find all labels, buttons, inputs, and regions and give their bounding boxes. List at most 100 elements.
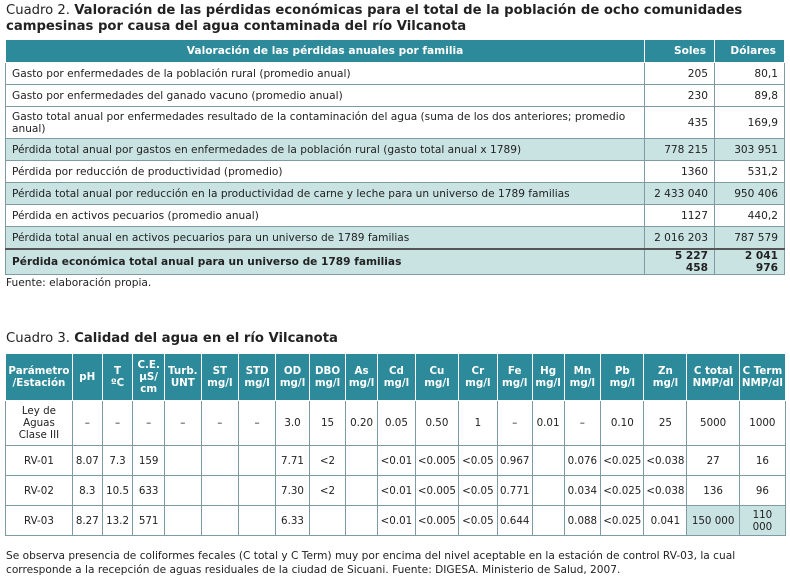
- column-header-line: mg/l: [465, 377, 491, 389]
- column-header-line: UNT: [170, 377, 195, 389]
- table-cell: [531, 505, 565, 536]
- column-header: Zn mg/l: [643, 353, 688, 401]
- column-header: STD mg/l: [237, 353, 277, 401]
- table-cell: <0.01: [377, 505, 416, 536]
- column-header: C total NMP/dl: [686, 353, 740, 401]
- table-cell: <2: [308, 475, 347, 506]
- table-cell: –: [132, 400, 165, 446]
- column-header-line: mg/l: [279, 377, 306, 389]
- table-cell: [308, 505, 347, 536]
- table-cell: [237, 475, 277, 506]
- table-cell: 633: [132, 475, 165, 506]
- table-row: RV-03 8.27 13.2 571 6.33 <0.01 <0.005 <0.05 0.64…: [5, 505, 787, 536]
- row-soles: 1360: [644, 160, 715, 183]
- row-description: Pérdida total anual en activos pecuarios…: [4, 226, 646, 250]
- table-cell: 5000: [686, 400, 740, 446]
- column-header-line: mg/l: [535, 377, 561, 389]
- column-header-line: Zn: [658, 365, 673, 377]
- table1-header-row: Valoración de las pérdidas anuales por f…: [4, 39, 785, 63]
- table-cell: 8.3: [71, 475, 103, 506]
- column-header: Hg mg/l: [531, 353, 565, 401]
- column-header-line: ST: [212, 365, 228, 377]
- row-description: Gasto total anual por enfermedades resul…: [4, 106, 646, 139]
- column-header: ST mg/l: [200, 353, 239, 401]
- table-cell: 10.5: [101, 475, 134, 506]
- table-cell: 571: [132, 505, 165, 536]
- table-cell: –: [200, 400, 239, 446]
- table-cell: 0.771: [496, 475, 533, 506]
- table-cell: [163, 445, 202, 476]
- column-header-line: Cd: [388, 365, 404, 377]
- table-cell: 0.644: [496, 505, 533, 536]
- table-cell: 110 000: [738, 505, 787, 536]
- table-cell: 150 000: [686, 505, 740, 536]
- table-cell: –: [563, 400, 602, 446]
- table-cell: 15: [308, 400, 347, 446]
- column-header: C Term NMP/dl: [738, 353, 787, 401]
- row-description: Pérdida total anual por reducción en la …: [4, 182, 646, 205]
- table-cell: –: [496, 400, 533, 446]
- table-cell: 136: [686, 475, 740, 506]
- table-cell: 96: [738, 475, 787, 506]
- column-header-line: mg/l: [348, 377, 375, 389]
- table-cell: 3.0: [275, 400, 310, 446]
- row-soles: 435: [644, 106, 715, 139]
- table-cell: –: [71, 400, 103, 446]
- row-soles: 230: [644, 84, 715, 107]
- column-header: Turb. UNT: [163, 353, 202, 401]
- table-cell: [345, 505, 379, 536]
- row-dolares: 2 041 976: [714, 248, 785, 275]
- table-row: Gasto por enfermedades del ganado vacuno…: [4, 84, 785, 107]
- table-cell: 1000: [738, 400, 787, 446]
- column-header-line: pH: [79, 371, 96, 383]
- column-header-line: mg/l: [244, 377, 270, 389]
- table-cell: [163, 475, 202, 506]
- column-header-line: cm: [140, 383, 158, 395]
- table-cell: 7.71: [275, 445, 310, 476]
- column-header: C.E. µS/cm: [132, 353, 165, 401]
- column-header-line: Turb.: [168, 365, 198, 377]
- column-header-line: Hg: [540, 365, 557, 377]
- row-description: Pérdida en activos pecuarios (promedio a…: [4, 204, 646, 227]
- table-row: Ley de Aguas Clase III – – – – – –3.0 15 0.20 0.0…: [5, 400, 787, 446]
- station-label: RV-01: [5, 445, 73, 476]
- table-cell: 0.20: [345, 400, 379, 446]
- table-row: RV-02 8.3 10.5 633 7.30 <2 <0.01 <0.005 <0.05 0.7…: [5, 475, 787, 506]
- header-dolares: Dólares: [714, 39, 785, 63]
- table-cell: –: [101, 400, 134, 446]
- table-row: RV-01 8.07 7.3 159 7.71 <2 <0.01 <0.005 <0.05 0.9…: [5, 445, 787, 476]
- row-dolares: 787 579: [714, 226, 785, 250]
- table-cell: 0.076: [563, 445, 602, 476]
- column-header: Pb mg/l: [600, 353, 645, 401]
- row-soles: 1127: [644, 204, 715, 227]
- table-cell: –: [163, 400, 202, 446]
- column-header: pH: [71, 353, 103, 401]
- table-cell: [531, 475, 565, 506]
- table-cell: 13.2: [101, 505, 134, 536]
- table-cell: <0.025: [600, 475, 645, 506]
- table-cell: <0.05: [457, 505, 498, 536]
- table-cell: 16: [738, 445, 787, 476]
- table-cell: [345, 475, 379, 506]
- table-cell: [237, 505, 277, 536]
- column-header-line: Cr: [471, 365, 485, 377]
- table-cell: 27: [686, 445, 740, 476]
- table-row: Gasto por enfermedades de la población r…: [4, 62, 785, 85]
- column-header-line: As: [354, 365, 369, 377]
- table-cell: <0.01: [377, 475, 416, 506]
- column-header-line: mg/l: [609, 377, 635, 389]
- table-cell: 6.33: [275, 505, 310, 536]
- column-header: Mn mg/l: [563, 353, 602, 401]
- column-header-line: Mn: [573, 365, 592, 377]
- column-header: Parámetro/Estación: [5, 353, 73, 401]
- column-header-line: /Estación: [12, 377, 66, 389]
- row-dolares: 950 406: [714, 182, 785, 205]
- table-cell: <0.01: [377, 445, 416, 476]
- table-cell: <2: [308, 445, 347, 476]
- row-soles: 2 016 203: [644, 226, 715, 250]
- row-dolares: 169,9: [714, 106, 785, 139]
- row-dolares: 303 951: [714, 138, 785, 161]
- table1-source: Fuente: elaboración propia.: [6, 277, 152, 289]
- table-cell: 0.50: [414, 400, 459, 446]
